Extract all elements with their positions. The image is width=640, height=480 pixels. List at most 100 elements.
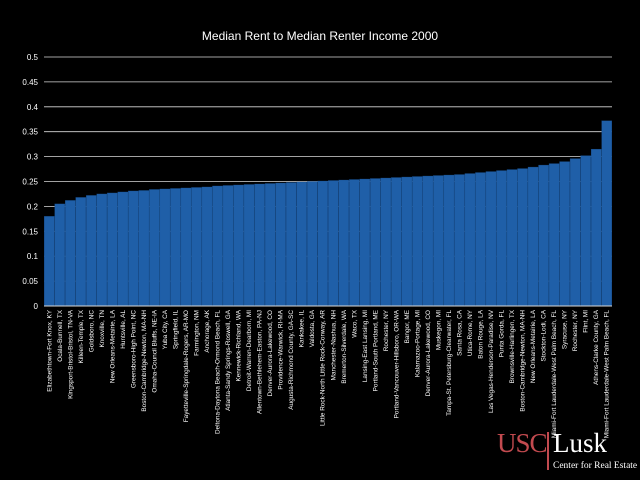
bar	[296, 181, 307, 307]
x-tick-label: Punta Gorda, FL	[499, 310, 506, 358]
bar	[580, 155, 591, 307]
x-tick-label: Ocala-Bunnell, TX	[57, 309, 64, 361]
bar	[254, 183, 265, 307]
x-tick-label: Killeen-Temple, TX	[78, 309, 85, 363]
x-tick-label: Kingsport-Bristol-Bristol, TN-VA	[67, 309, 74, 399]
x-tick-label: Little Rock-North Little Rock-Conway, AR	[320, 310, 327, 426]
bar	[117, 191, 129, 307]
x-tick-label: Denver-Aurora-Lakewood, CO	[267, 310, 274, 396]
bar	[275, 182, 286, 307]
x-tick-label: Flint, MI	[583, 310, 590, 333]
bar	[306, 181, 318, 307]
x-tick-label: Bangor, ME	[404, 310, 411, 343]
x-tick-label: Denver-Aurora-Lakewood, CO	[425, 310, 432, 396]
chart-title: Median Rent to Median Renter Income 2000	[202, 29, 438, 43]
bar	[569, 158, 581, 307]
x-tick-label: Rochester, NY	[572, 309, 579, 351]
x-tick-label: Deltona-Daytona Beach-Ormond Beach, FL	[215, 310, 222, 434]
bar	[590, 148, 602, 307]
bar	[170, 188, 181, 307]
bar	[75, 197, 87, 307]
x-tick-label: Boston-Cambridge-Newton, MA-NH	[141, 310, 148, 412]
y-axis: 0 0.05 0.1 0.15 0.2 0.25 0.3 0.35 0.4 0.45 0.5	[22, 53, 38, 311]
x-tick-label: Omaha-Council Bluffs, NE-IA	[151, 309, 158, 392]
bar	[96, 193, 108, 307]
y-tick-label: 0.2	[27, 202, 39, 211]
bar	[506, 169, 518, 307]
x-tick-label: Knoxville, TN	[99, 310, 106, 348]
logo-subtitle: Center for Real Estate	[553, 461, 638, 471]
bar	[107, 192, 118, 307]
x-tick-label: Kennewick-Richland, WA	[236, 309, 243, 381]
x-tick-label: Portland-Vancouver-Hillsboro, OR-WA	[393, 309, 400, 418]
bar	[159, 188, 171, 307]
bar	[222, 185, 234, 307]
bar	[128, 190, 139, 307]
bar	[559, 161, 570, 307]
y-tick-label: 0.15	[22, 227, 38, 236]
x-tick-label: Anchorage, AK	[204, 309, 211, 352]
x-tick-label: Athens-Clarke County, GA	[593, 309, 600, 385]
y-tick-label: 0.05	[22, 277, 38, 286]
y-tick-label: 0.5	[27, 53, 39, 62]
x-tick-label: Huntsville, AL	[120, 310, 127, 349]
bar	[538, 164, 549, 307]
bar	[548, 163, 560, 307]
x-tick-label: Augusta-Richmond County, GA-SC	[288, 310, 295, 410]
bar	[601, 120, 612, 307]
bar	[391, 177, 402, 307]
bar	[327, 180, 339, 307]
x-tick-label: Elizabethtown-Fort Knox, KY	[46, 309, 53, 391]
bar	[338, 179, 350, 307]
bar	[443, 174, 455, 307]
x-tick-label: Las Vegas-Henderson-Paradise, NV	[488, 309, 495, 413]
bar	[243, 184, 255, 307]
x-tick-label: Rochester, NY	[383, 309, 390, 351]
x-tick-label: Manchester-Nashua, NH	[330, 310, 337, 381]
bar	[317, 180, 328, 307]
bar	[285, 182, 297, 307]
bar	[65, 200, 76, 307]
bar	[264, 183, 276, 307]
logo-lusk-text: Lusk	[553, 428, 607, 458]
usc-lusk-logo: USC Lusk Center for Real Estate	[497, 428, 637, 476]
x-tick-label: New Orleans-Metairie, LA	[530, 309, 537, 383]
y-tick-label: 0.25	[22, 178, 38, 187]
x-tick-label: Miami-Fort Lauderdale-West Palm Beach, F…	[551, 310, 558, 439]
bar	[180, 187, 192, 307]
x-tick-label: Fayetteville-Springdale-Rogers, AR-MO	[183, 310, 190, 422]
bar	[475, 172, 486, 307]
x-tick-label: Utica-Rome, NY	[467, 309, 474, 356]
x-tick-label: Allentown-Bethlehem-Easton, PA-NJ	[257, 310, 264, 414]
logo-divider	[547, 432, 549, 470]
bar	[201, 186, 213, 307]
bar	[359, 178, 371, 307]
bar	[454, 174, 465, 307]
bar	[517, 168, 528, 307]
bar	[212, 185, 223, 307]
bar	[464, 173, 476, 307]
y-tick-label: 0.35	[22, 128, 38, 137]
bar	[86, 195, 97, 307]
x-tick-label: Goldsboro, NC	[88, 310, 95, 353]
x-tick-label: Tampa-St. Petersburg-Clearwater, FL	[446, 310, 453, 416]
x-tick-label: Springfield, IL	[172, 310, 179, 350]
bar	[349, 179, 360, 307]
y-tick-label: 0	[34, 302, 39, 311]
bar	[370, 178, 381, 307]
logo-usc-text: USC	[497, 428, 548, 458]
bar	[412, 176, 423, 307]
x-tick-label: Kankakee, IL	[299, 310, 306, 348]
y-tick-label: 0.4	[27, 103, 39, 112]
x-tick-label: Providence-Warwick, RI-MA	[278, 309, 285, 389]
bar	[54, 203, 66, 307]
x-tick-label: Bremerton-Silverdale, WA	[341, 309, 348, 383]
x-tick-label: Farmington, NM	[194, 310, 201, 356]
bar	[496, 170, 507, 307]
x-tick-label: Muskegon, MI	[435, 310, 442, 350]
bar	[527, 166, 539, 307]
y-tick-label: 0.3	[27, 153, 39, 162]
x-tick-label: Kalamazoo-Portage, MI	[414, 310, 421, 377]
x-tick-label: Stockton-Lodi, CA	[541, 309, 548, 361]
